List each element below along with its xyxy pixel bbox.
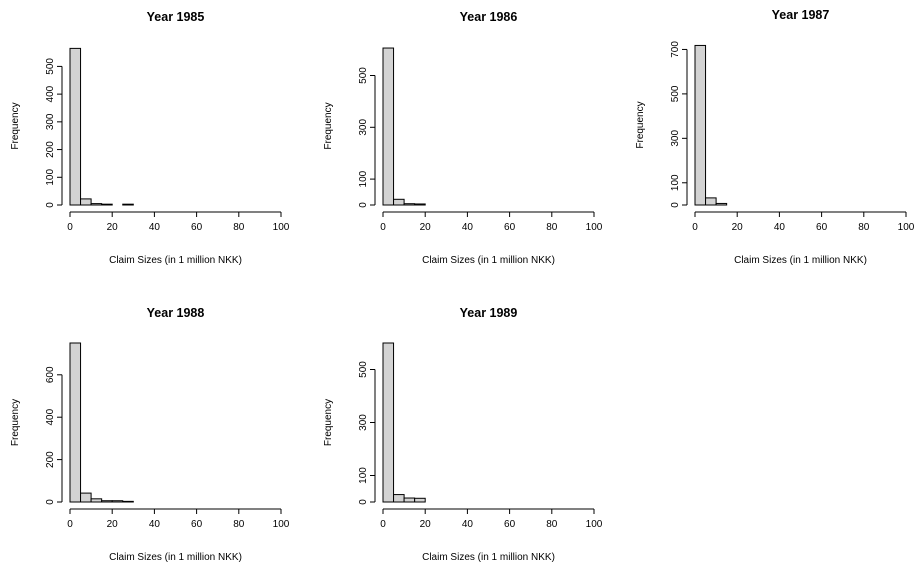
x-tick-label: 20 — [420, 222, 432, 233]
histogram-bar — [111, 500, 124, 503]
histogram-bar — [69, 47, 82, 206]
y-tick-label: 400 — [45, 408, 56, 425]
y-axis-label: Frequency — [635, 101, 646, 148]
x-axis-label: Claim Sizes (in 1 million NKK) — [734, 255, 867, 266]
y-tick-label: 0 — [358, 202, 369, 208]
histogram-bar — [403, 497, 416, 503]
y-axis-label: Frequency — [323, 399, 334, 446]
x-tick-label: 20 — [732, 222, 744, 233]
histogram-bar — [90, 203, 103, 206]
x-tick-label: 40 — [774, 222, 786, 233]
histogram-panel-2: Year 1986 0 20 40 60 80 100 Claim Sizes (in 1 m… — [323, 10, 603, 266]
y-tick-label: 300 — [358, 414, 369, 431]
x-axis-label: Claim Sizes (in 1 million NKK) — [422, 552, 555, 563]
y-tick-label: 100 — [45, 169, 56, 186]
x-tick-label: 60 — [816, 222, 828, 233]
y-tick-label: 300 — [45, 113, 56, 130]
chart-title: Year 1989 — [460, 306, 518, 320]
histogram-panel-5: Year 1989 0 20 40 60 80 100 Claim Sizes (in 1 m… — [323, 306, 603, 563]
y-tick-label: 0 — [670, 202, 681, 208]
y-tick-label: 200 — [45, 451, 56, 468]
y-tick-label: 500 — [358, 67, 369, 84]
y-tick-label: 0 — [45, 499, 56, 505]
x-tick-label: 100 — [586, 519, 603, 530]
x-tick-label: 20 — [107, 519, 119, 530]
y-tick-label: 400 — [45, 85, 56, 102]
x-tick-label: 60 — [504, 222, 516, 233]
x-tick-label: 80 — [233, 519, 245, 530]
y-axis-label: Frequency — [10, 102, 21, 149]
y-axis-label: Frequency — [10, 399, 21, 446]
chart-title: Year 1988 — [147, 306, 205, 320]
x-tick-label: 100 — [273, 519, 290, 530]
histogram-bar — [403, 203, 416, 206]
x-tick-label: 80 — [858, 222, 870, 233]
y-tick-label: 700 — [670, 41, 681, 58]
y-tick-label: 100 — [358, 467, 369, 484]
histogram-bar — [80, 492, 92, 503]
chart-title: Year 1986 — [460, 10, 518, 24]
histogram-bar — [382, 342, 395, 503]
x-tick-label: 0 — [380, 222, 386, 233]
y-tick-label: 0 — [45, 202, 56, 208]
x-axis-label: Claim Sizes (in 1 million NKK) — [109, 552, 242, 563]
histogram-bar — [694, 44, 707, 206]
x-tick-label: 40 — [149, 222, 161, 233]
x-tick-label: 0 — [67, 519, 73, 530]
x-tick-label: 60 — [191, 222, 203, 233]
histogram-bar — [414, 203, 426, 206]
histogram-panel-1: Year 1985 0 20 40 60 80 100 Claim Sizes (in 1 m… — [10, 10, 290, 266]
y-tick-label: 500 — [358, 361, 369, 378]
x-tick-label: 80 — [546, 222, 558, 233]
histogram-bar — [705, 197, 717, 206]
histogram-bar — [101, 203, 113, 206]
x-tick-label: 100 — [898, 222, 915, 233]
histogram-bar — [382, 47, 395, 206]
histogram-bar — [101, 500, 113, 503]
y-tick-label: 300 — [670, 130, 681, 147]
chart-title: Year 1987 — [772, 8, 830, 22]
x-tick-label: 80 — [546, 519, 558, 530]
y-axis-label: Frequency — [323, 102, 334, 149]
x-tick-label: 40 — [462, 222, 474, 233]
histogram-bar — [122, 500, 134, 503]
x-tick-label: 0 — [692, 222, 698, 233]
y-tick-label: 500 — [670, 85, 681, 102]
y-tick-label: 0 — [358, 499, 369, 505]
chart-title: Year 1985 — [147, 10, 205, 24]
x-tick-label: 100 — [586, 222, 603, 233]
x-axis-label: Claim Sizes (in 1 million NKK) — [422, 255, 555, 266]
histogram-bar — [122, 203, 134, 206]
histogram-panel-4: Year 1988 0 20 40 60 80 100 Claim Sizes (in 1 m… — [10, 306, 290, 563]
x-axis-label: Claim Sizes (in 1 million NKK) — [109, 255, 242, 266]
y-tick-label: 500 — [45, 58, 56, 75]
x-tick-label: 60 — [504, 519, 516, 530]
histogram-bar — [393, 494, 405, 503]
y-tick-label: 300 — [358, 119, 369, 136]
histogram-bar — [90, 498, 103, 503]
histogram-bar — [393, 198, 405, 206]
histogram-bar — [80, 198, 92, 206]
y-tick-label: 600 — [45, 366, 56, 383]
histogram-panel-3: Year 1987 0 20 40 60 80 100 Claim Sizes (in 1 m… — [635, 8, 915, 266]
histogram-bar — [69, 342, 82, 503]
x-tick-label: 20 — [107, 222, 119, 233]
histogram-bar — [414, 497, 426, 503]
y-tick-label: 100 — [358, 170, 369, 187]
x-tick-label: 20 — [420, 519, 432, 530]
x-tick-label: 0 — [67, 222, 73, 233]
y-tick-label: 100 — [670, 174, 681, 191]
x-tick-label: 0 — [380, 519, 386, 530]
x-tick-label: 80 — [233, 222, 245, 233]
x-tick-label: 100 — [273, 222, 290, 233]
y-tick-label: 200 — [45, 141, 56, 158]
histogram-bar — [715, 202, 728, 206]
x-tick-label: 60 — [191, 519, 203, 530]
x-tick-label: 40 — [149, 519, 161, 530]
x-tick-label: 40 — [462, 519, 474, 530]
